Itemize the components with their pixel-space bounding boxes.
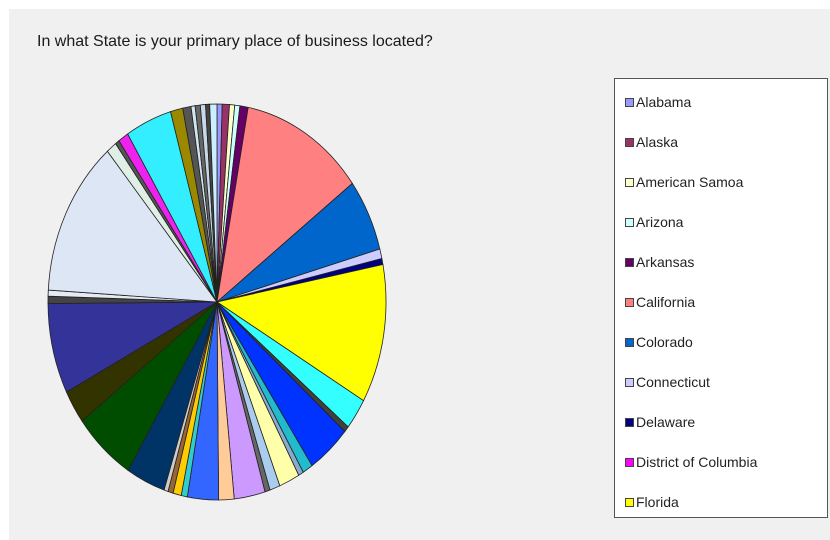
- legend-item: Delaware: [625, 412, 695, 432]
- legend-label: Colorado: [636, 334, 693, 350]
- legend-label: Arkansas: [636, 254, 695, 270]
- pie-slice-5: [216, 106, 353, 304]
- legend-swatch: [625, 177, 634, 187]
- legend-swatch: [625, 97, 634, 107]
- legend-item: Alabama: [625, 92, 691, 112]
- chart-title: In what State is your primary place of b…: [37, 33, 433, 50]
- legend-label: American Samoa: [636, 174, 744, 190]
- legend-item: Arkansas: [625, 252, 694, 272]
- legend-label: Alaska: [636, 134, 679, 150]
- legend-swatch: [625, 417, 634, 427]
- legend-label: Alabama: [636, 94, 692, 110]
- legend-swatch: [625, 377, 634, 387]
- legend-label: Delaware: [636, 414, 696, 430]
- legend-label: Arizona: [636, 214, 684, 230]
- legend-item: Alaska: [625, 132, 678, 152]
- legend-swatch: [625, 457, 634, 467]
- legend-label: District of Columbia: [636, 454, 758, 470]
- legend-item: Connecticut: [625, 372, 710, 392]
- pie-slice-9: [216, 264, 387, 402]
- legend-swatch: [625, 497, 634, 507]
- legend-swatch: [625, 337, 634, 347]
- legend-swatch: [625, 297, 634, 307]
- legend-swatch: [625, 217, 634, 227]
- legend-item: California: [625, 292, 695, 312]
- legend-item: Arizona: [625, 212, 683, 232]
- chart-legend: Alabama Alaska American Samoa Arizona Arkans…: [614, 78, 828, 518]
- legend-item: Florida: [625, 492, 679, 512]
- legend-swatch: [625, 137, 634, 147]
- legend-item: Colorado: [625, 332, 693, 352]
- legend-label: California: [636, 294, 696, 310]
- pie-slice-31: [47, 150, 218, 303]
- pie-slice-42: [209, 103, 218, 303]
- legend-label: Connecticut: [636, 374, 710, 390]
- legend-item: American Samoa: [625, 172, 743, 192]
- legend-swatch: [625, 257, 634, 267]
- legend-label: Florida: [636, 494, 679, 510]
- legend-item: District of Columbia: [625, 452, 757, 472]
